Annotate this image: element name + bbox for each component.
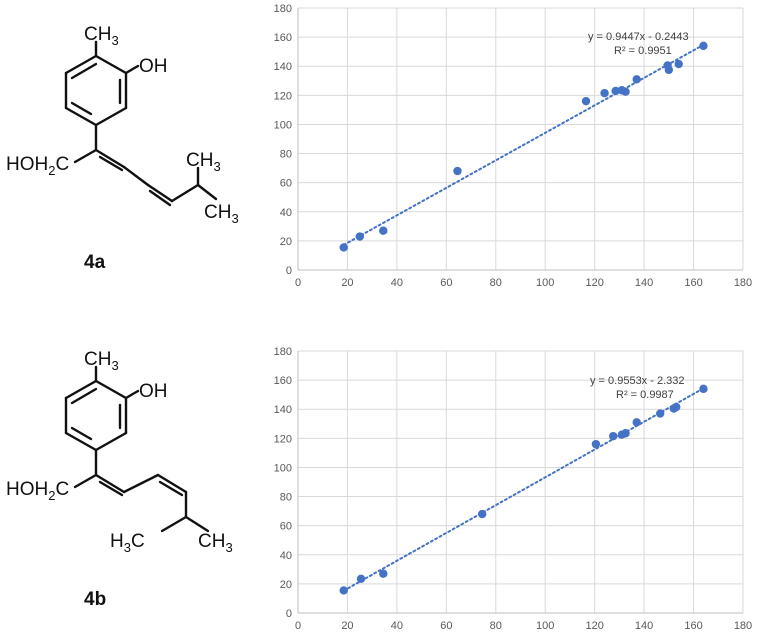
structure-4a-drawing: CH3 OH HOH2C CH3 CH3 (6, 24, 239, 226)
compound-label: 4a (84, 252, 106, 273)
y-tick-label: 0 (286, 265, 292, 277)
hydroxymethyl-label: HOH2C (6, 154, 69, 178)
methyl-label: CH3 (84, 349, 119, 373)
y-tick-label: 40 (280, 550, 292, 562)
x-tick-label: 60 (440, 620, 452, 632)
y-tick-label: 140 (274, 404, 292, 416)
x-tick-label: 40 (391, 620, 403, 632)
x-tick-label: 140 (635, 277, 653, 289)
y-tick-label: 120 (274, 90, 292, 102)
trendline-equation: y = 0.9553x - 2.332 (590, 375, 684, 387)
scatter-chart-4a: 0 20 40 60 80 100 120 140 160 180 0 20 40 60 80 100 120 1… (260, 0, 769, 300)
data-point (477, 509, 487, 519)
y-tick-label: 60 (280, 521, 292, 533)
x-tick-label: 80 (490, 620, 502, 632)
data-point (379, 569, 388, 578)
r-squared-label: R² = 0.9951 (614, 45, 672, 57)
data-point (356, 574, 366, 583)
data-point (632, 75, 641, 84)
y-tick-label: 100 (274, 462, 292, 474)
data-point (674, 59, 683, 69)
data-point (699, 41, 708, 51)
data-point (379, 226, 388, 235)
data-point (339, 586, 348, 595)
y-tick-label: 160 (274, 375, 292, 387)
data-point (609, 431, 618, 441)
data-point (621, 429, 630, 438)
structure-4a: CH3 OH HOH2C CH3 CH3 4a (0, 0, 250, 300)
x-tick-label: 180 (734, 620, 752, 632)
hydroxyl-label: OH (139, 56, 168, 77)
data-point (664, 65, 674, 75)
data-point (339, 243, 348, 252)
data-point (611, 86, 620, 96)
x-tick-label: 20 (341, 620, 353, 632)
x-tick-label: 60 (440, 277, 452, 289)
scatter-chart-4a-svg: 0 20 40 60 80 100 120 140 160 180 0 20 40 60 80 100 120 1… (274, 3, 753, 289)
x-tick-label: 0 (295, 277, 301, 289)
isopropyl-ch3-bottom: CH3 (204, 202, 239, 226)
trendline (342, 387, 705, 592)
scatter-chart-4b: 0 20 40 60 80 100 120 140 160 180 0 20 40 60 80 100 120 1… (260, 333, 769, 633)
data-point (621, 87, 630, 96)
methyl-label: CH3 (84, 24, 119, 48)
trendline-equation: y = 0.9447x - 0.2443 (588, 31, 689, 43)
hydroxymethyl-label: HOH2C (6, 479, 69, 503)
data-point (453, 166, 462, 176)
y-tick-label: 40 (280, 207, 292, 219)
y-tick-label: 180 (274, 346, 292, 358)
x-tick-label: 120 (585, 620, 603, 632)
x-tick-label: 180 (734, 277, 752, 289)
x-tick-label: 160 (684, 277, 702, 289)
y-tick-label: 160 (274, 32, 292, 44)
x-tick-label: 0 (295, 620, 301, 632)
y-tick-label: 120 (274, 433, 292, 445)
x-tick-label: 100 (536, 620, 554, 632)
y-tick-label: 100 (274, 119, 292, 131)
r-squared-label: R² = 0.9987 (616, 389, 674, 401)
y-tick-label: 80 (280, 492, 292, 504)
y-tick-label: 80 (280, 149, 292, 161)
x-tick-label: 140 (635, 620, 653, 632)
x-tick-label: 160 (684, 620, 702, 632)
isopropyl-h3c-label: H3C (110, 531, 145, 555)
x-tick-label: 20 (341, 277, 353, 289)
isopropyl-ch3-label: CH3 (198, 531, 233, 555)
isopropyl-ch3-top: CH3 (186, 150, 221, 174)
structure-4b: CH3 OH HOH2C H3C CH3 4b (0, 325, 250, 625)
scatter-chart-4b-svg: 0 20 40 60 80 100 120 140 160 180 0 20 40 60 80 100 120 1… (274, 346, 753, 632)
y-tick-label: 60 (280, 178, 292, 190)
data-point (600, 88, 609, 98)
data-point (355, 232, 365, 241)
trendline (342, 43, 705, 246)
data-point (591, 439, 601, 449)
data-point (632, 418, 641, 427)
x-tick-label: 120 (585, 277, 603, 289)
x-tick-label: 80 (490, 277, 502, 289)
y-tick-label: 180 (274, 3, 292, 15)
data-point (672, 402, 681, 412)
data-point (699, 384, 708, 394)
y-tick-label: 20 (280, 236, 292, 248)
x-tick-label: 40 (391, 277, 403, 289)
data-point (655, 409, 665, 418)
y-tick-label: 140 (274, 61, 292, 73)
y-tick-label: 20 (280, 579, 292, 591)
y-tick-label: 0 (286, 608, 292, 620)
data-point (581, 96, 591, 106)
compound-label: 4b (84, 589, 107, 610)
structure-4b-drawing: CH3 OH HOH2C H3C CH3 (6, 349, 233, 555)
hydroxyl-label: OH (139, 381, 168, 402)
x-tick-label: 100 (536, 277, 554, 289)
